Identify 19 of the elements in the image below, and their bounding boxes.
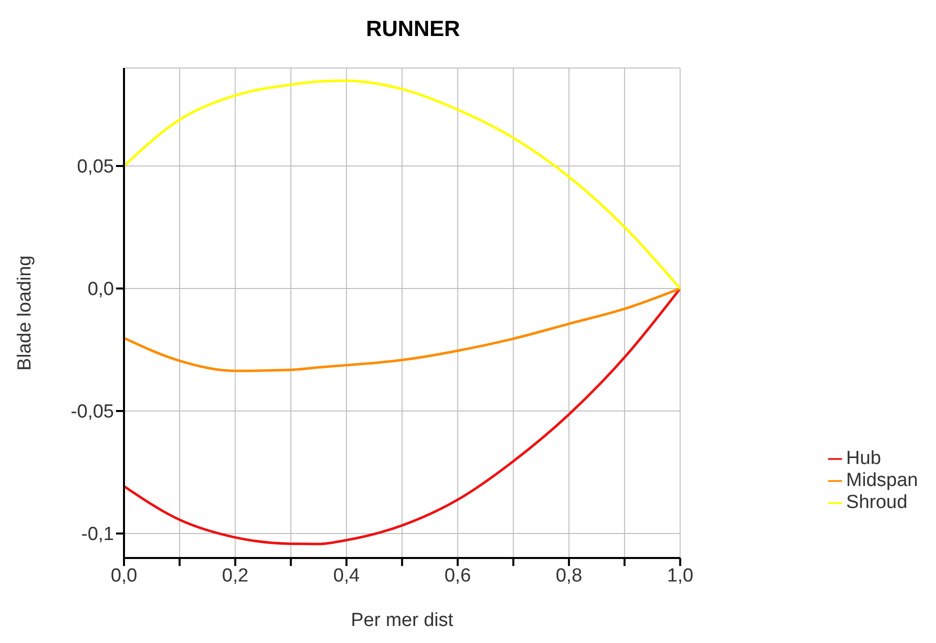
line-series [124, 287, 680, 372]
chart-title: RUNNER [364, 16, 462, 42]
y-tick-label: 0,0 [88, 279, 114, 300]
y-axis-title: Blade loading [14, 255, 36, 371]
x-tick-label: 0,8 [556, 565, 582, 586]
x-axis-title: Per mer dist [350, 610, 454, 631]
y-tick-label: 0,05 [77, 156, 114, 178]
y-tick-label: -0,1 [81, 524, 114, 546]
legend-label: Midspan [846, 470, 918, 491]
y-tick-label: -0,05 [70, 402, 114, 423]
x-tick-label: 0,0 [110, 565, 138, 586]
legend-label: Shroud [846, 492, 908, 513]
x-tick-label: 0,6 [444, 565, 471, 586]
x-tick-label: 1,0 [666, 565, 694, 586]
legend-label: Hub [846, 448, 882, 469]
x-tick-label: 0,2 [222, 565, 248, 586]
line-series [124, 79, 680, 290]
line-series [124, 287, 680, 546]
x-tick-label: 0,4 [333, 565, 360, 586]
